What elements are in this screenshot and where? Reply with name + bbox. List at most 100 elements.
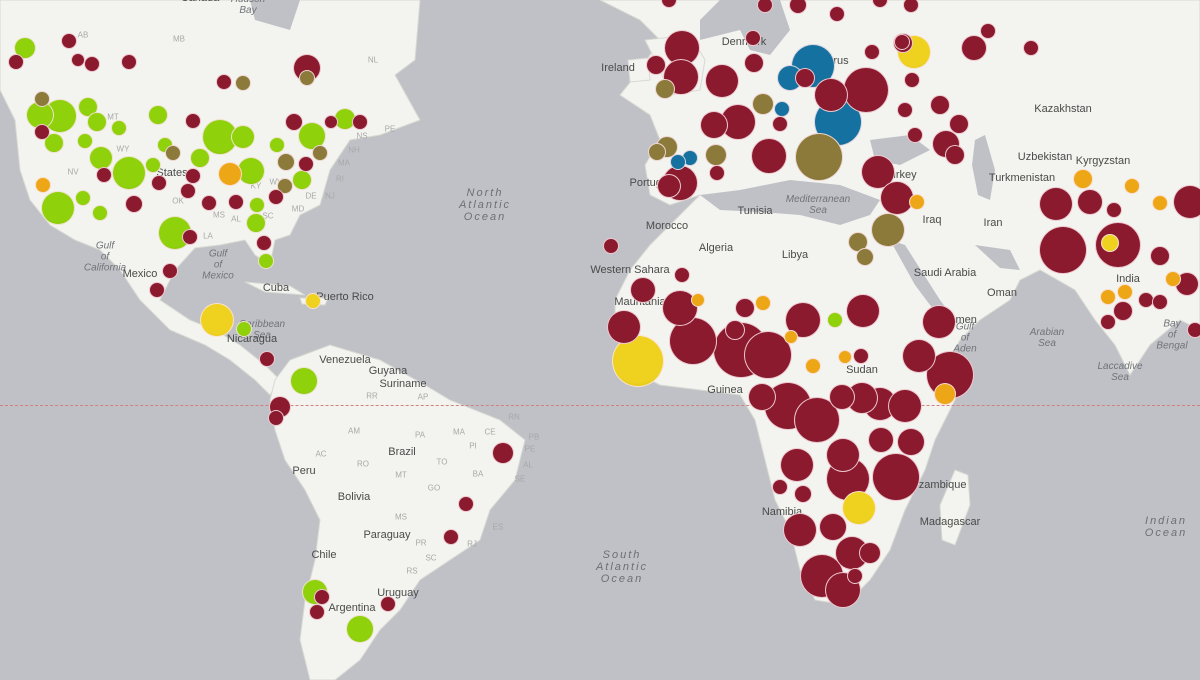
data-bubble-dark-red[interactable] — [826, 438, 860, 472]
data-bubble-dark-red[interactable] — [228, 194, 244, 210]
data-bubble-dark-red[interactable] — [298, 156, 314, 172]
data-bubble-dark-red[interactable] — [853, 348, 869, 364]
data-bubble-dark-red[interactable] — [894, 34, 910, 50]
data-bubble-dark-red[interactable] — [443, 529, 459, 545]
data-bubble-lime[interactable] — [77, 133, 93, 149]
data-bubble-dark-red[interactable] — [888, 389, 922, 423]
data-bubble-dark-red[interactable] — [864, 44, 880, 60]
data-bubble-olive[interactable] — [848, 232, 868, 252]
data-bubble-dark-red[interactable] — [34, 124, 50, 140]
data-bubble-dark-red[interactable] — [1077, 189, 1103, 215]
data-bubble-blue[interactable] — [670, 154, 686, 170]
data-bubble-dark-red[interactable] — [324, 115, 338, 129]
data-bubble-olive[interactable] — [277, 178, 293, 194]
data-bubble-lime[interactable] — [78, 97, 98, 117]
data-bubble-dark-red[interactable] — [8, 54, 24, 70]
data-bubble-dark-red[interactable] — [859, 542, 881, 564]
data-bubble-dark-red[interactable] — [259, 351, 275, 367]
data-bubble-orange[interactable] — [1117, 284, 1133, 300]
data-bubble-lime[interactable] — [249, 197, 265, 213]
data-bubble-olive[interactable] — [277, 153, 295, 171]
data-bubble-lime[interactable] — [145, 157, 161, 173]
data-bubble-dark-red[interactable] — [1173, 185, 1200, 219]
data-bubble-lime[interactable] — [334, 108, 356, 130]
data-bubble-lime[interactable] — [298, 122, 326, 150]
data-bubble-lime[interactable] — [41, 191, 75, 225]
data-bubble-dark-red[interactable] — [907, 127, 923, 143]
data-bubble-dark-red[interactable] — [151, 175, 167, 191]
data-bubble-dark-red[interactable] — [945, 145, 965, 165]
data-bubble-dark-red[interactable] — [162, 263, 178, 279]
data-bubble-dark-red[interactable] — [709, 165, 725, 181]
data-bubble-dark-red[interactable] — [819, 513, 847, 541]
data-bubble-yellow[interactable] — [842, 491, 876, 525]
data-bubble-dark-red[interactable] — [897, 428, 925, 456]
data-bubble-dark-red[interactable] — [949, 114, 969, 134]
data-bubble-dark-red[interactable] — [868, 427, 894, 453]
data-bubble-orange[interactable] — [1152, 195, 1168, 211]
data-bubble-lime[interactable] — [292, 170, 312, 190]
data-bubble-olive[interactable] — [752, 93, 774, 115]
data-bubble-dark-red[interactable] — [872, 453, 920, 501]
data-bubble-yellow[interactable] — [200, 303, 234, 337]
data-bubble-orange[interactable] — [805, 358, 821, 374]
data-bubble-orange[interactable] — [838, 350, 852, 364]
data-bubble-dark-red[interactable] — [1152, 294, 1168, 310]
data-bubble-dark-red[interactable] — [71, 53, 85, 67]
data-bubble-dark-red[interactable] — [1113, 301, 1133, 321]
data-bubble-lime[interactable] — [89, 146, 113, 170]
data-bubble-dark-red[interactable] — [772, 116, 788, 132]
data-bubble-dark-red[interactable] — [380, 596, 396, 612]
data-bubble-dark-red[interactable] — [630, 277, 656, 303]
data-bubble-dark-red[interactable] — [932, 130, 960, 158]
data-bubble-olive[interactable] — [856, 248, 874, 266]
data-bubble-orange[interactable] — [784, 330, 798, 344]
data-bubble-dark-red[interactable] — [458, 496, 474, 512]
data-bubble-dark-red[interactable] — [744, 53, 764, 73]
data-bubble-orange[interactable] — [909, 194, 925, 210]
data-bubble-orange[interactable] — [934, 383, 956, 405]
data-bubble-dark-red[interactable] — [125, 195, 143, 213]
data-bubble-dark-red[interactable] — [185, 113, 201, 129]
data-bubble-orange[interactable] — [691, 293, 705, 307]
data-bubble-dark-red[interactable] — [180, 183, 196, 199]
data-bubble-lime[interactable] — [346, 615, 374, 643]
data-bubble-dark-red[interactable] — [794, 397, 840, 443]
data-bubble-dark-red[interactable] — [1023, 40, 1039, 56]
data-bubble-dark-red[interactable] — [84, 56, 100, 72]
data-bubble-dark-red[interactable] — [897, 102, 913, 118]
data-bubble-olive[interactable] — [165, 145, 181, 161]
data-bubble-dark-red[interactable] — [961, 35, 987, 61]
data-bubble-dark-red[interactable] — [744, 331, 792, 379]
data-bubble-dark-red[interactable] — [285, 113, 303, 131]
data-bubble-dark-red[interactable] — [930, 95, 950, 115]
data-bubble-dark-red[interactable] — [903, 0, 919, 13]
data-bubble-yellow[interactable] — [305, 293, 321, 309]
data-bubble-dark-red[interactable] — [61, 33, 77, 49]
data-bubble-dark-red[interactable] — [846, 294, 880, 328]
data-bubble-lime[interactable] — [14, 37, 36, 59]
data-bubble-dark-red[interactable] — [1150, 246, 1170, 266]
data-bubble-lime[interactable] — [190, 148, 210, 168]
data-bubble-dark-red[interactable] — [182, 229, 198, 245]
data-bubble-dark-red[interactable] — [922, 305, 956, 339]
data-bubble-dark-red[interactable] — [121, 54, 137, 70]
data-bubble-lime[interactable] — [290, 367, 318, 395]
data-bubble-dark-red[interactable] — [201, 195, 217, 211]
data-bubble-olive[interactable] — [871, 213, 905, 247]
data-bubble-lime[interactable] — [827, 312, 843, 328]
data-bubble-dark-red[interactable] — [185, 168, 201, 184]
data-bubble-dark-red[interactable] — [880, 181, 914, 215]
data-bubble-lime[interactable] — [231, 125, 255, 149]
data-bubble-olive[interactable] — [705, 144, 727, 166]
data-bubble-dark-red[interactable] — [1138, 292, 1154, 308]
data-bubble-orange[interactable] — [1100, 289, 1116, 305]
data-bubble-dark-red[interactable] — [789, 0, 807, 14]
data-bubble-olive[interactable] — [795, 133, 843, 181]
data-bubble-orange[interactable] — [755, 295, 771, 311]
data-bubble-dark-red[interactable] — [1106, 202, 1122, 218]
data-bubble-lime[interactable] — [246, 213, 266, 233]
data-bubble-orange[interactable] — [218, 162, 242, 186]
data-bubble-orange[interactable] — [1165, 271, 1181, 287]
